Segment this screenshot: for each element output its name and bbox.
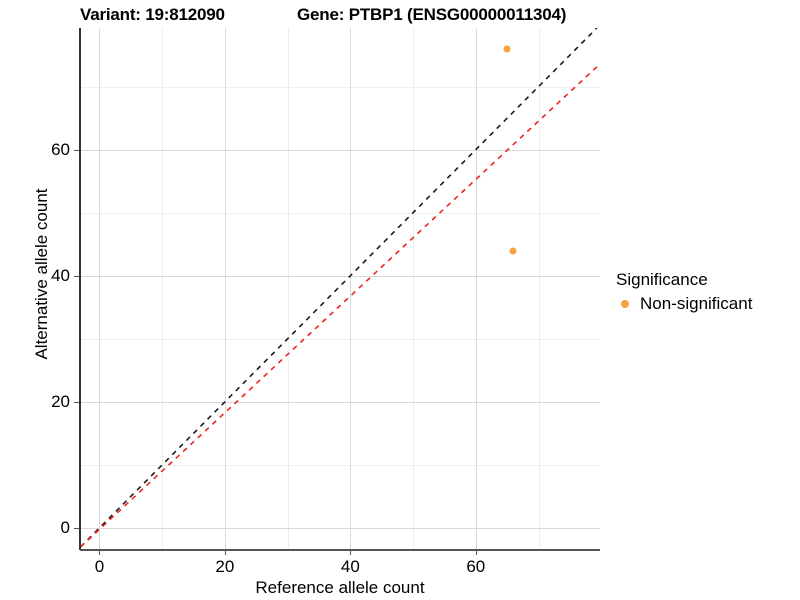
gridline xyxy=(80,402,600,403)
gridline xyxy=(80,213,600,214)
gridline xyxy=(476,28,477,550)
y-tick-label: 40 xyxy=(51,265,70,285)
legend-items: Non-significant xyxy=(616,294,752,314)
gridline xyxy=(350,28,351,550)
y-tick-label: 0 xyxy=(60,517,70,537)
y-axis-line xyxy=(79,28,81,550)
x-tick xyxy=(475,550,477,555)
legend-item[interactable]: Non-significant xyxy=(616,294,752,314)
legend-title: Significance xyxy=(616,270,708,289)
y-tick xyxy=(74,401,79,403)
gridline xyxy=(80,465,600,466)
gene-title: Gene: PTBP1 (ENSG00000011304) xyxy=(297,5,567,24)
x-tick-label: 40 xyxy=(340,557,360,576)
y-tick-label: 60 xyxy=(51,139,70,159)
variant-title: Variant: 19:812090 xyxy=(80,5,225,24)
gridline xyxy=(225,28,226,550)
y-tick-label: 20 xyxy=(51,391,70,411)
gridline xyxy=(80,528,600,529)
plot-lines-layer xyxy=(80,28,600,548)
gridline xyxy=(80,276,600,277)
gridline xyxy=(80,87,600,88)
y-tick xyxy=(74,275,79,277)
x-tick xyxy=(350,550,352,555)
y-tick xyxy=(74,527,79,529)
gridline xyxy=(80,339,600,340)
trend-line xyxy=(80,28,598,548)
x-tick-label: 20 xyxy=(215,557,235,576)
gridline xyxy=(99,28,100,550)
y-tick xyxy=(74,149,79,151)
x-tick-label: 60 xyxy=(466,557,486,576)
x-axis-line xyxy=(80,549,600,551)
legend: Significance Non-significant xyxy=(616,270,752,314)
plot-panel xyxy=(80,28,600,550)
data-point[interactable] xyxy=(509,247,517,255)
x-tick xyxy=(99,550,101,555)
data-point[interactable] xyxy=(503,45,511,53)
gridline xyxy=(539,28,540,550)
gridline xyxy=(288,28,289,550)
gridline xyxy=(413,28,414,550)
y-axis-tick-labels: 0 20 40 60 xyxy=(0,0,70,600)
x-tick-label: 0 xyxy=(94,557,105,576)
gridline xyxy=(162,28,163,550)
legend-item-label: Non-significant xyxy=(640,294,753,313)
point-marker-icon xyxy=(616,295,634,313)
trend-line xyxy=(80,63,600,548)
y-axis-title: Alternative allele count xyxy=(32,188,51,360)
gridline xyxy=(80,150,600,151)
x-tick xyxy=(224,550,226,555)
x-axis-title: Reference allele count xyxy=(255,578,425,597)
